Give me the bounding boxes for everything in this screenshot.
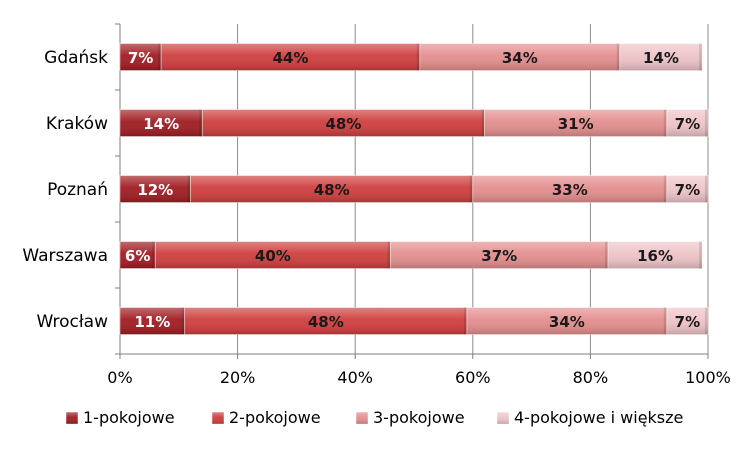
legend-label: 4-pokojowe i większe [514,408,683,427]
bar-segment-edge [158,43,162,71]
bar-segment-edge [705,109,708,137]
data-label: 31% [558,115,594,133]
bar-segment-highlight [184,307,467,335]
axes: 0% 20% 40% 60% 80% 100% [107,23,731,387]
data-label: 6% [125,247,150,265]
legend-swatch-highlight [66,412,78,424]
bar-segment-edge [699,241,703,269]
bar-segment-highlight [608,241,703,269]
data-label: 44% [273,49,309,67]
data-label: 40% [255,247,291,265]
bar-segment-edge [663,175,667,203]
legend-swatch-highlight [212,412,224,424]
bar-segment-edge [605,241,609,269]
bar-segment-highlight [120,241,156,269]
x-tick-label: 60% [455,368,491,387]
legend-item: 4-pokojowe i większe [496,408,683,427]
bars [119,43,709,335]
category-label: Kraków [46,114,108,134]
data-label: 16% [637,247,673,265]
data-label: 48% [308,313,344,331]
data-label: 48% [325,115,361,133]
x-tick-label: 40% [337,368,373,387]
legend-swatch-highlight [356,412,368,424]
bar-segment-highlight [472,175,667,203]
legend-item: 3-pokojowe [355,408,465,427]
bar-segment-highlight [120,109,203,137]
bar-segment-highlight [419,43,620,71]
bar-segment-highlight [161,43,420,71]
x-tick-label: 80% [573,368,609,387]
x-tick-label: 0% [107,368,132,387]
bar-segment-highlight [666,109,708,137]
data-label: 48% [314,181,350,199]
bar-segment-edge [181,307,185,335]
data-label: 7% [675,115,700,133]
legend-label: 2-pokojowe [229,408,321,427]
bar-segment-highlight [155,241,391,269]
bar-segment-highlight [666,307,708,335]
legend-item: 2-pokojowe [211,408,321,427]
data-label: 7% [675,181,700,199]
category-label: Wrocław [36,312,108,332]
data-label: 34% [502,49,538,67]
legend-swatch-highlight [497,412,509,424]
bar-segment-highlight [466,307,667,335]
bar-segment-edge [663,307,667,335]
data-label: 33% [552,181,588,199]
bar-segment-edge [416,43,420,71]
bar-segment-highlight [484,109,667,137]
legend-label: 1-pokojowe [83,408,175,427]
category-label: Gdańsk [44,48,108,68]
bar-segment-edge [481,109,485,137]
bar-segment-highlight [120,307,185,335]
bar-segment-edge [199,109,203,137]
legend: 1-pokojowe 2-pokojowe 3-pokojowe 4-pokojowe… [65,408,683,427]
bar-segment-highlight [190,175,473,203]
bar-segment-edge [463,307,467,335]
data-label: 34% [549,313,585,331]
x-tick-label: 20% [220,368,256,387]
x-tick-label: 100% [685,368,731,387]
data-label: 12% [137,181,173,199]
bar-segment-highlight [619,43,703,71]
category-label: Warszawa [22,246,108,266]
bar-segment-highlight [120,175,191,203]
bar-segment-edge [663,109,667,137]
bar-segment-edge [187,175,191,203]
data-label: 7% [675,313,700,331]
data-label: 14% [143,115,179,133]
labels: Gdańsk 7% 44% 34% 14% Kraków 14% 48% 31% 7% Poznań… [22,48,700,332]
data-label: 11% [134,313,170,331]
bar-segment-edge [705,307,708,335]
data-label: 14% [643,49,679,67]
bar-segment-highlight [120,43,162,71]
bar-segment-highlight [666,175,708,203]
bar-segment-edge [699,43,703,71]
legend-item: 1-pokojowe [65,408,175,427]
bar-segment-highlight [390,241,609,269]
data-label: 7% [128,49,153,67]
bar-segment-edge [152,241,156,269]
data-label: 37% [481,247,517,265]
legend-label: 3-pokojowe [373,408,465,427]
bar-segment-highlight [202,109,485,137]
bar-segment-edge [616,43,620,71]
category-label: Poznań [47,180,108,200]
bar-segment-edge [469,175,473,203]
bar-segment-edge [387,241,391,269]
bar-segment-edge [705,175,708,203]
